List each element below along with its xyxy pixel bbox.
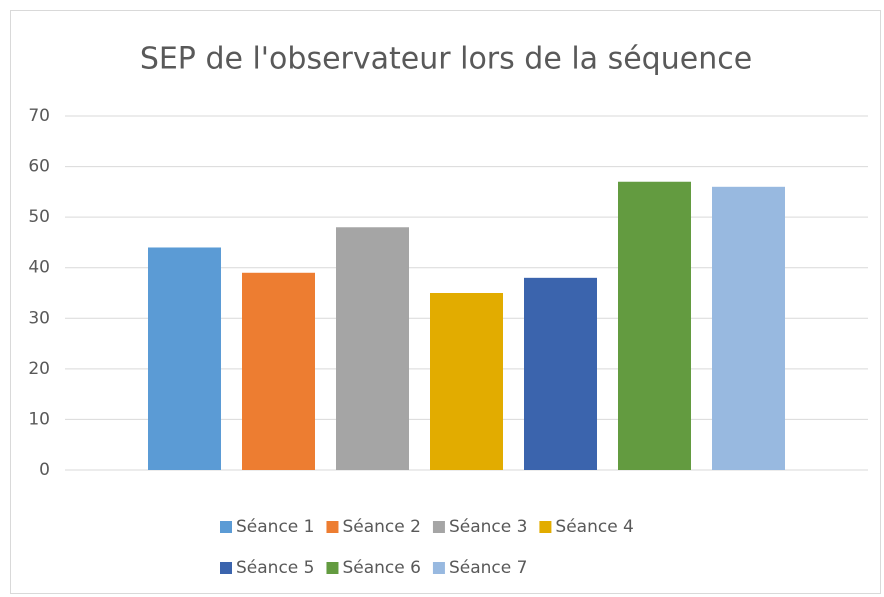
legend-label: Séance 3 [449,517,527,537]
y-tick-label: 20 [28,359,50,379]
y-tick-label: 0 [39,460,50,480]
bar [242,272,315,470]
bar [336,227,409,470]
legend-label: Séance 6 [342,558,420,578]
y-tick-label: 40 [28,258,50,278]
chart-title: SEP de l'observateur lors de la séquence [140,42,752,77]
legend-swatch [539,521,552,533]
y-tick-label: 70 [28,106,50,126]
legend-swatch [220,521,232,533]
legend-swatch [432,521,445,533]
legend-label: Séance 7 [449,558,527,578]
legend-swatch [326,562,339,574]
y-tick-label: 10 [28,409,50,429]
legend-swatch [432,562,445,574]
bar [524,277,597,470]
bar [618,181,691,470]
y-tick-label: 30 [28,308,50,328]
legend-swatch [326,521,339,533]
legend-swatch [220,562,232,574]
legend-label: Séance 5 [236,558,314,578]
y-tick-label: 50 [28,207,50,227]
bar [712,186,785,471]
y-tick-label: 60 [28,157,50,177]
legend-label: Séance 4 [555,517,633,537]
legend-label: Séance 2 [342,517,420,537]
bar [430,293,503,470]
bar [148,247,221,470]
legend-label: Séance 1 [236,517,314,537]
